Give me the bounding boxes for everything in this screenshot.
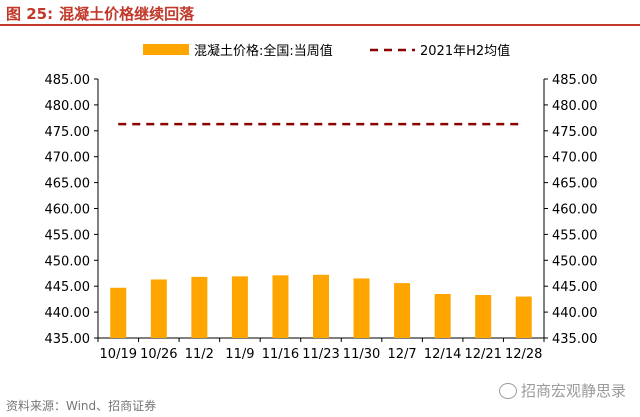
bar xyxy=(191,276,208,338)
y-tick-label-left: 460.00 xyxy=(45,203,91,218)
y-tick-label-right: 465.00 xyxy=(552,177,598,192)
y-tick-label-right: 440.00 xyxy=(552,306,598,321)
y-tick-label-right: 475.00 xyxy=(552,125,598,140)
x-tick-label: 12/21 xyxy=(464,347,501,362)
watermark-text: 招商宏观静思录 xyxy=(520,382,626,400)
y-tick-label-right: 470.00 xyxy=(552,151,598,166)
y-tick-label-left: 480.00 xyxy=(45,99,91,114)
y-tick-label-left: 455.00 xyxy=(45,228,91,243)
x-tick-label: 10/26 xyxy=(140,347,177,362)
y-tick-label-left: 445.00 xyxy=(45,280,91,295)
legend-label-bar: 混凝土价格:全国:当周值 xyxy=(194,43,333,59)
title-rule xyxy=(0,24,640,26)
bar xyxy=(434,293,451,338)
y-tick-label-left: 485.00 xyxy=(45,73,91,88)
watermark: 招商宏观静思录 xyxy=(498,380,626,401)
figure-number: 图 25: xyxy=(6,5,54,23)
y-tick-label-left: 450.00 xyxy=(45,254,91,269)
figure-title: 图 25: 混凝土价格继续回落 xyxy=(6,3,194,24)
y-tick-label-right: 455.00 xyxy=(552,228,598,243)
y-tick-label-left: 440.00 xyxy=(45,306,91,321)
x-tick-label: 12/28 xyxy=(505,347,542,362)
x-tick-label: 11/16 xyxy=(262,347,299,362)
y-tick-label-right: 450.00 xyxy=(552,254,598,269)
y-tick-label-left: 435.00 xyxy=(45,332,91,347)
x-tick-label: 11/30 xyxy=(343,347,380,362)
bar xyxy=(272,275,289,338)
bar xyxy=(231,276,248,338)
x-tick-label: 12/14 xyxy=(424,347,461,362)
x-tick-label: 12/7 xyxy=(387,347,416,362)
bar xyxy=(515,296,532,338)
legend-label-line: 2021年H2均值 xyxy=(420,43,510,59)
x-tick-label: 10/19 xyxy=(100,347,137,362)
figure-title-text: 混凝土价格继续回落 xyxy=(59,5,195,23)
bar xyxy=(475,295,492,338)
y-tick-label-right: 445.00 xyxy=(552,280,598,295)
bar xyxy=(110,287,127,338)
bar xyxy=(353,278,370,338)
bar xyxy=(313,274,329,338)
x-tick-label: 11/2 xyxy=(185,347,214,362)
y-tick-label-right: 460.00 xyxy=(552,203,598,218)
x-tick-label: 11/23 xyxy=(302,347,339,362)
y-tick-label-left: 475.00 xyxy=(45,125,91,140)
wechat-icon xyxy=(498,382,517,399)
bar xyxy=(150,279,167,338)
y-tick-label-right: 480.00 xyxy=(552,99,598,114)
y-tick-label-right: 435.00 xyxy=(552,332,598,347)
x-tick-label: 11/9 xyxy=(225,347,254,362)
legend-swatch-bar xyxy=(143,44,189,55)
bar xyxy=(394,283,411,338)
y-tick-label-right: 485.00 xyxy=(552,73,598,88)
y-tick-label-left: 465.00 xyxy=(45,177,91,192)
y-tick-label-left: 470.00 xyxy=(45,151,91,166)
source-note: 资料来源：Wind、招商证券 xyxy=(6,399,157,413)
